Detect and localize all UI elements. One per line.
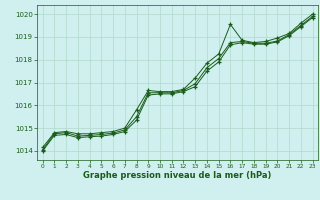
- X-axis label: Graphe pression niveau de la mer (hPa): Graphe pression niveau de la mer (hPa): [84, 171, 272, 180]
